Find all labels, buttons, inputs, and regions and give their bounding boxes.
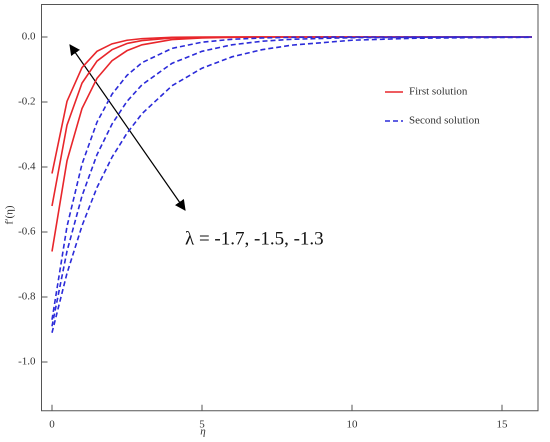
y-tick-label: -1.0 <box>18 356 36 368</box>
plot-frame <box>41 4 539 412</box>
x-axis-label: η <box>200 426 205 438</box>
y-tick-label: -0.2 <box>18 96 35 108</box>
x-tick-label: 15 <box>497 418 509 430</box>
y-tick-label: -0.6 <box>18 226 36 238</box>
arrow <box>69 44 186 211</box>
y-axis-label: f′(η) <box>4 205 16 224</box>
y-tick-label: 0.0 <box>22 31 36 43</box>
line <box>51 36 532 327</box>
x-tick-label: 10 <box>347 418 359 430</box>
legend-label: First solution <box>409 86 468 98</box>
line <box>51 36 533 333</box>
line <box>51 36 532 320</box>
x-tick-label: 0 <box>49 418 55 430</box>
legend-label: Second solution <box>409 115 480 127</box>
y-tick-label: -0.4 <box>18 161 36 173</box>
annotation: λ = -1.7, -1.5, -1.3 <box>185 228 324 249</box>
line <box>51 36 532 252</box>
y-tick-label: -0.8 <box>18 291 36 303</box>
x-tick-label: 5 <box>199 418 205 430</box>
